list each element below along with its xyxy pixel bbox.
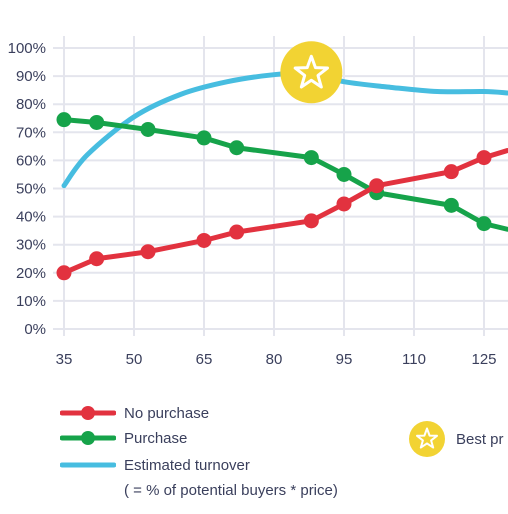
legend-label-purchase: Purchase <box>124 429 188 447</box>
line-chart: 0% 10% 20% 30% 40% 50% 60% 70% 80% 90% 100% 35 50 65… <box>8 36 508 368</box>
legend-best-price: Best pr <box>409 421 504 457</box>
legend-swatch-no-purchase <box>60 406 116 420</box>
best-point-marker <box>280 41 343 104</box>
star-icon <box>409 421 445 457</box>
series-line-no-purchase <box>61 148 508 276</box>
data-point-purchase <box>140 121 156 137</box>
y-tick-label: 10% <box>16 293 46 310</box>
x-tick-label: 95 <box>336 351 353 368</box>
data-point-no-purchase <box>303 213 319 229</box>
data-point-no-purchase <box>443 164 459 180</box>
series-group <box>56 70 508 281</box>
y-tick-label: 30% <box>16 237 46 254</box>
data-point-purchase <box>56 112 72 128</box>
data-point-no-purchase <box>196 232 212 248</box>
data-point-no-purchase <box>229 224 245 240</box>
x-tick-label: 80 <box>266 351 283 368</box>
y-tick-label: 90% <box>16 68 46 85</box>
data-point-purchase <box>196 130 212 146</box>
legend-turnover-note: ( = % of potential buyers * price) <box>124 482 338 499</box>
data-point-purchase <box>443 197 459 213</box>
data-point-purchase <box>229 140 245 156</box>
data-point-no-purchase <box>476 150 492 166</box>
x-tick-label: 50 <box>126 351 143 368</box>
x-tick-label: 125 <box>471 351 496 368</box>
y-tick-label: 20% <box>16 265 46 282</box>
data-point-purchase <box>476 216 492 232</box>
y-axis-ticks: 0% 10% 20% 30% 40% 50% 60% 70% 80% 90% 100% <box>8 40 46 338</box>
legend-label-no-purchase: No purchase <box>124 404 210 422</box>
data-point-no-purchase <box>336 196 352 212</box>
y-tick-label: 60% <box>16 152 46 169</box>
legend-label-turnover: Estimated turnover <box>124 456 250 474</box>
x-tick-label: 35 <box>56 351 73 368</box>
data-point-no-purchase <box>56 265 72 281</box>
legend-swatch-turnover <box>60 462 116 468</box>
y-tick-label: 80% <box>16 96 46 113</box>
y-tick-label: 0% <box>24 321 46 338</box>
legend-purchase: Purchase <box>60 428 187 448</box>
data-point-no-purchase <box>369 178 385 194</box>
legend-label-best-price: Best pr <box>456 430 504 448</box>
y-tick-label: 40% <box>16 209 46 226</box>
x-axis-ticks: 35 50 65 80 95 110 125 <box>56 351 497 368</box>
y-tick-label: 50% <box>16 181 46 198</box>
data-point-no-purchase <box>89 251 105 267</box>
data-point-purchase <box>336 166 352 182</box>
y-tick-label: 70% <box>16 124 46 141</box>
legend-swatch-purchase <box>60 431 116 445</box>
star-icon <box>293 54 329 89</box>
x-tick-label: 110 <box>402 351 426 368</box>
gridlines <box>53 36 508 336</box>
data-point-no-purchase <box>140 244 156 260</box>
data-point-purchase <box>89 114 105 130</box>
y-tick-label: 100% <box>8 40 46 57</box>
legend-no-purchase: No purchase <box>60 403 209 423</box>
data-point-purchase <box>303 150 319 166</box>
legend-turnover: Estimated turnover <box>60 455 250 475</box>
x-tick-label: 65 <box>196 351 213 368</box>
best-point-circle <box>280 41 343 104</box>
